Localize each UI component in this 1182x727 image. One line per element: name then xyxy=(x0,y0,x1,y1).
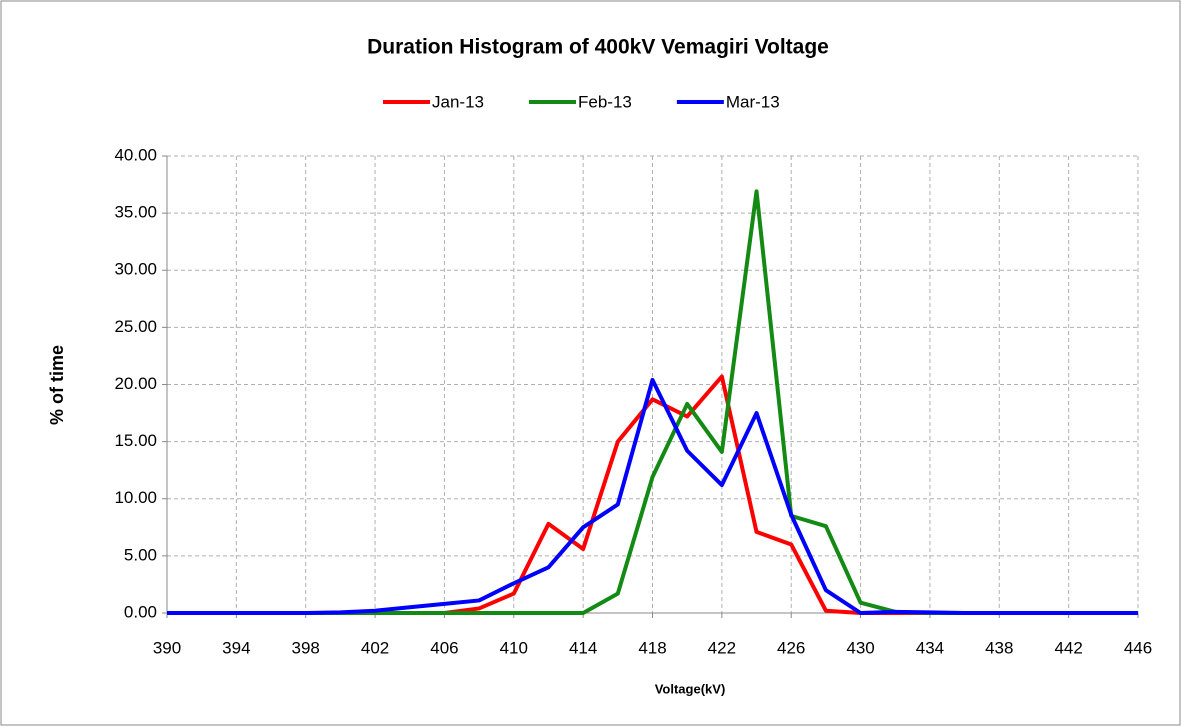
x-tick-label: 414 xyxy=(569,638,597,657)
x-tick-label: 410 xyxy=(500,638,528,657)
legend-label: Jan-13 xyxy=(432,92,484,111)
x-tick-label: 430 xyxy=(846,638,874,657)
x-tick-label: 418 xyxy=(638,638,666,657)
y-tick-label: 5.00 xyxy=(124,545,157,564)
x-tick-label: 426 xyxy=(777,638,805,657)
y-tick-label: 35.00 xyxy=(114,203,157,222)
y-tick-label: 10.00 xyxy=(114,488,157,507)
y-tick-label: 0.00 xyxy=(124,602,157,621)
legend-label: Mar-13 xyxy=(726,92,780,111)
x-tick-label: 406 xyxy=(430,638,458,657)
x-tick-label: 438 xyxy=(985,638,1013,657)
x-tick-label: 402 xyxy=(361,638,389,657)
x-tick-label: 434 xyxy=(916,638,944,657)
x-tick-label: 398 xyxy=(292,638,320,657)
y-tick-label: 20.00 xyxy=(114,374,157,393)
x-axis-label: Voltage(kV) xyxy=(655,681,726,696)
y-tick-label: 25.00 xyxy=(114,317,157,336)
y-tick-label: 30.00 xyxy=(114,260,157,279)
chart-title: Duration Histogram of 400kV Vemagiri Vol… xyxy=(367,36,829,59)
y-tick-label: 40.00 xyxy=(114,145,157,164)
x-tick-label: 442 xyxy=(1054,638,1082,657)
x-tick-label: 394 xyxy=(222,638,250,657)
y-axis-label: % of time xyxy=(47,345,67,425)
x-tick-label: 422 xyxy=(708,638,736,657)
series-line xyxy=(167,377,1138,615)
legend-label: Feb-13 xyxy=(578,92,632,111)
y-tick-label: 15.00 xyxy=(114,431,157,450)
x-tick-label: 446 xyxy=(1124,638,1152,657)
x-tick-label: 390 xyxy=(153,638,181,657)
